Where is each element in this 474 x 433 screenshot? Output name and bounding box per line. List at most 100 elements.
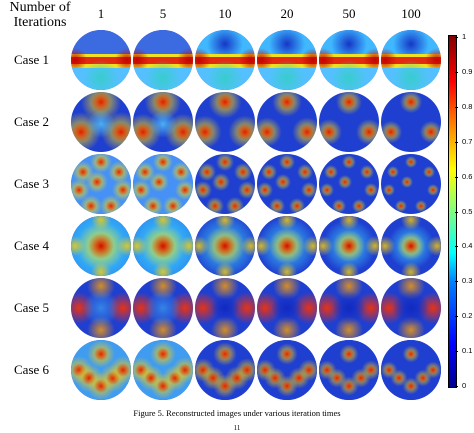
heatmap-image [71, 340, 131, 400]
heatmap-image [381, 216, 441, 276]
heatmap-image [195, 92, 255, 152]
reconstruction-case-1-iter-20 [257, 30, 317, 90]
heatmap-image [381, 278, 441, 338]
reconstruction-case-1-iter-5 [133, 30, 193, 90]
heatmap-image [319, 92, 379, 152]
colorbar-tick-mark [455, 316, 458, 318]
colorbar-tick-mark [455, 37, 458, 38]
colorbar-tick-mark [455, 351, 458, 353]
reconstruction-case-3-iter-10 [195, 154, 255, 214]
reconstruction-case-3-iter-5 [133, 154, 193, 214]
colorbar-tick-mark [455, 246, 458, 248]
reconstruction-case-6-iter-10 [195, 340, 255, 400]
colorbar-tick-label: 0.9 [462, 66, 473, 76]
heatmap-image [195, 216, 255, 276]
reconstruction-case-1-iter-50 [319, 30, 379, 90]
row-label-case-6: Case 6 [14, 362, 50, 377]
colorbar-tick-label: 1 [462, 32, 467, 41]
heatmap-image [195, 30, 255, 90]
heatmap-image [257, 340, 317, 400]
colorbar-tick-mark [455, 281, 458, 283]
reconstruction-case-4-iter-10 [195, 216, 255, 276]
colorbar-tick-mark [455, 71, 458, 73]
heatmap-image [257, 216, 317, 276]
reconstruction-case-3-iter-50 [319, 154, 379, 214]
reconstruction-case-4-iter-5 [133, 216, 193, 276]
header-line-1: Number of [9, 0, 71, 15]
colorbar-tick-label: 0.7 [462, 136, 473, 146]
heatmap-image [257, 278, 317, 338]
iterations-header: Number of Iterations [0, 0, 80, 30]
row-label-case-4: Case 4 [14, 238, 50, 253]
reconstruction-case-4-iter-100 [381, 216, 441, 276]
column-label-50: 50 [342, 6, 356, 21]
heatmap-image [71, 92, 131, 152]
heatmap-image [195, 154, 255, 214]
heatmap-image [257, 30, 317, 90]
reconstruction-case-5-iter-20 [257, 278, 317, 338]
reconstruction-case-6-iter-100 [381, 340, 441, 400]
colorbar-tick-label: 0 [462, 381, 467, 390]
page-number: 11 [233, 424, 241, 432]
heatmap-image [257, 154, 317, 214]
reconstruction-case-1-iter-100 [381, 30, 441, 90]
row-label-case-1: Case 1 [14, 52, 50, 67]
row-label-case-5: Case 5 [14, 300, 50, 315]
heatmap-image [381, 154, 441, 214]
heatmap-image [133, 340, 193, 400]
reconstruction-case-6-iter-50 [319, 340, 379, 400]
column-label-1: 1 [97, 6, 105, 21]
colorbar-tick-label: 0.8 [462, 101, 473, 111]
heatmap-image [319, 278, 379, 338]
heatmap-image [257, 92, 317, 152]
heatmap-image [133, 278, 193, 338]
reconstruction-case-6-iter-20 [257, 340, 317, 400]
reconstruction-case-2-iter-10 [195, 92, 255, 152]
heatmap-image [381, 92, 441, 152]
colorbar-tick-mark [455, 176, 458, 178]
reconstruction-case-2-iter-1 [71, 92, 131, 152]
reconstruction-case-6-iter-5 [133, 340, 193, 400]
heatmap-image [319, 30, 379, 90]
heatmap-image [319, 216, 379, 276]
heatmap-image [71, 30, 131, 90]
heatmap-image [133, 30, 193, 90]
heatmap-image [71, 278, 131, 338]
reconstruction-case-2-iter-50 [319, 92, 379, 152]
heatmap-image [71, 216, 131, 276]
reconstruction-case-5-iter-5 [133, 278, 193, 338]
reconstruction-case-3-iter-1 [71, 154, 131, 214]
reconstruction-case-5-iter-1 [71, 278, 131, 338]
column-label-100: 100 [401, 6, 421, 21]
heatmap-image [133, 92, 193, 152]
colorbar-tick-label: 0.6 [462, 171, 473, 181]
reconstruction-case-5-iter-50 [319, 278, 379, 338]
colorbar-tick-label: 0.5 [462, 206, 473, 216]
reconstruction-case-2-iter-20 [257, 92, 317, 152]
reconstruction-case-3-iter-20 [257, 154, 317, 214]
heatmap-image [319, 154, 379, 214]
reconstruction-case-2-iter-5 [133, 92, 193, 152]
column-label-5: 5 [159, 6, 167, 21]
heatmap-image [381, 30, 441, 90]
colorbar-tick-label: 0.3 [462, 276, 473, 286]
colorbar-tick-mark [455, 211, 458, 213]
heatmap-image [319, 340, 379, 400]
colorbar-tick-mark [455, 386, 458, 387]
reconstruction-case-6-iter-1 [71, 340, 131, 400]
colorbar-tick-mark [455, 141, 458, 143]
heatmap-image [195, 340, 255, 400]
column-label-10: 10 [218, 6, 232, 21]
figure-caption: Figure 5. Reconstructed images under var… [133, 408, 341, 418]
heatmap-image [71, 154, 131, 214]
row-label-case-3: Case 3 [14, 176, 50, 191]
reconstruction-case-3-iter-100 [381, 154, 441, 214]
colorbar-tick-mark [455, 106, 458, 108]
reconstruction-case-2-iter-100 [381, 92, 441, 152]
reconstruction-case-4-iter-1 [71, 216, 131, 276]
heatmap-image [381, 340, 441, 400]
colorbar-tick-label: 0.4 [462, 241, 473, 251]
heatmap-image [133, 154, 193, 214]
colorbar-tick-label: 0.2 [462, 311, 473, 321]
reconstruction-case-4-iter-20 [257, 216, 317, 276]
